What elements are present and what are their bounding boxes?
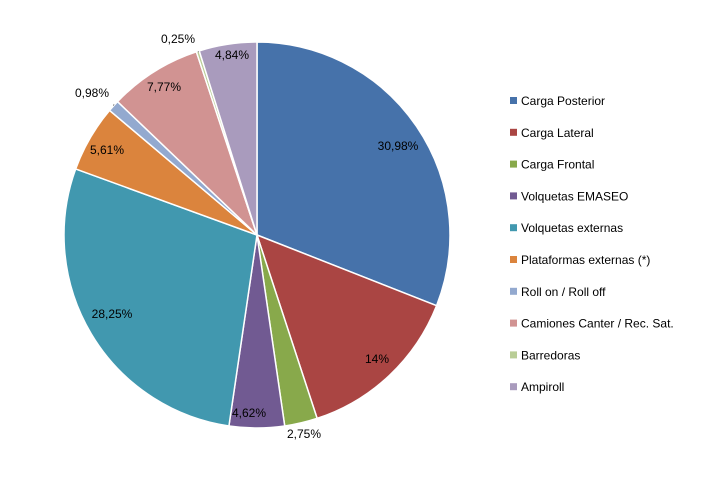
leader-line-9 bbox=[197, 50, 200, 53]
leader-lines bbox=[113, 50, 200, 107]
legend-swatch-8 bbox=[510, 319, 517, 327]
pie-slice-5 bbox=[63, 167, 258, 427]
legend-label-10: Ampiroll bbox=[521, 380, 564, 394]
legend-swatch-4 bbox=[510, 192, 517, 200]
data-labels: 30,98% 14% 2,75% 4,62% 28,25% 5,61% 0,98% 7,77%… bbox=[75, 32, 419, 441]
pie-slice-2 bbox=[255, 233, 438, 420]
data-label-8: 7,77% bbox=[147, 80, 181, 94]
data-label-1: 30,98% bbox=[378, 139, 419, 153]
data-label-2: 14% bbox=[365, 352, 389, 366]
legend-swatch-9 bbox=[510, 351, 517, 359]
pie-slice-8 bbox=[116, 50, 258, 236]
legend-label-5: Volquetas externas bbox=[521, 221, 623, 235]
legend-label-6: Plataformas externas (*) bbox=[521, 253, 650, 267]
legend-label-4: Volquetas EMASEO bbox=[521, 189, 628, 203]
legend-swatch-6 bbox=[510, 256, 517, 263]
data-label-6: 5,61% bbox=[90, 143, 124, 157]
data-label-4: 4,62% bbox=[232, 406, 266, 420]
legend-swatch-1 bbox=[510, 97, 517, 104]
pie-slice-10 bbox=[198, 41, 258, 236]
legend-label-1: Carga Posterior bbox=[521, 94, 605, 108]
data-label-7: 0,98% bbox=[75, 86, 109, 100]
data-label-10: 4,84% bbox=[215, 48, 249, 62]
legend: Carga Posterior Carga Lateral Carga Fronta… bbox=[510, 94, 674, 394]
legend-label-2: Carga Lateral bbox=[521, 126, 594, 140]
pie-slices bbox=[63, 41, 451, 429]
legend-label-9: Barredoras bbox=[521, 348, 580, 362]
legend-label-8: Camiones Canter / Rec. Sat. bbox=[521, 317, 674, 331]
data-label-3: 2,75% bbox=[287, 427, 321, 441]
legend-label-3: Carga Frontal bbox=[521, 158, 594, 172]
legend-label-7: Roll on / Roll off bbox=[521, 285, 606, 299]
legend-swatch-3 bbox=[510, 160, 517, 168]
data-label-9: 0,25% bbox=[161, 32, 195, 46]
legend-swatch-5 bbox=[510, 224, 517, 232]
pie-slice-1 bbox=[256, 41, 451, 307]
legend-swatch-10 bbox=[510, 383, 517, 391]
legend-swatch-2 bbox=[510, 128, 517, 136]
legend-swatch-7 bbox=[510, 287, 517, 295]
leader-line-7 bbox=[113, 103, 115, 107]
data-label-5: 28,25% bbox=[92, 307, 133, 321]
